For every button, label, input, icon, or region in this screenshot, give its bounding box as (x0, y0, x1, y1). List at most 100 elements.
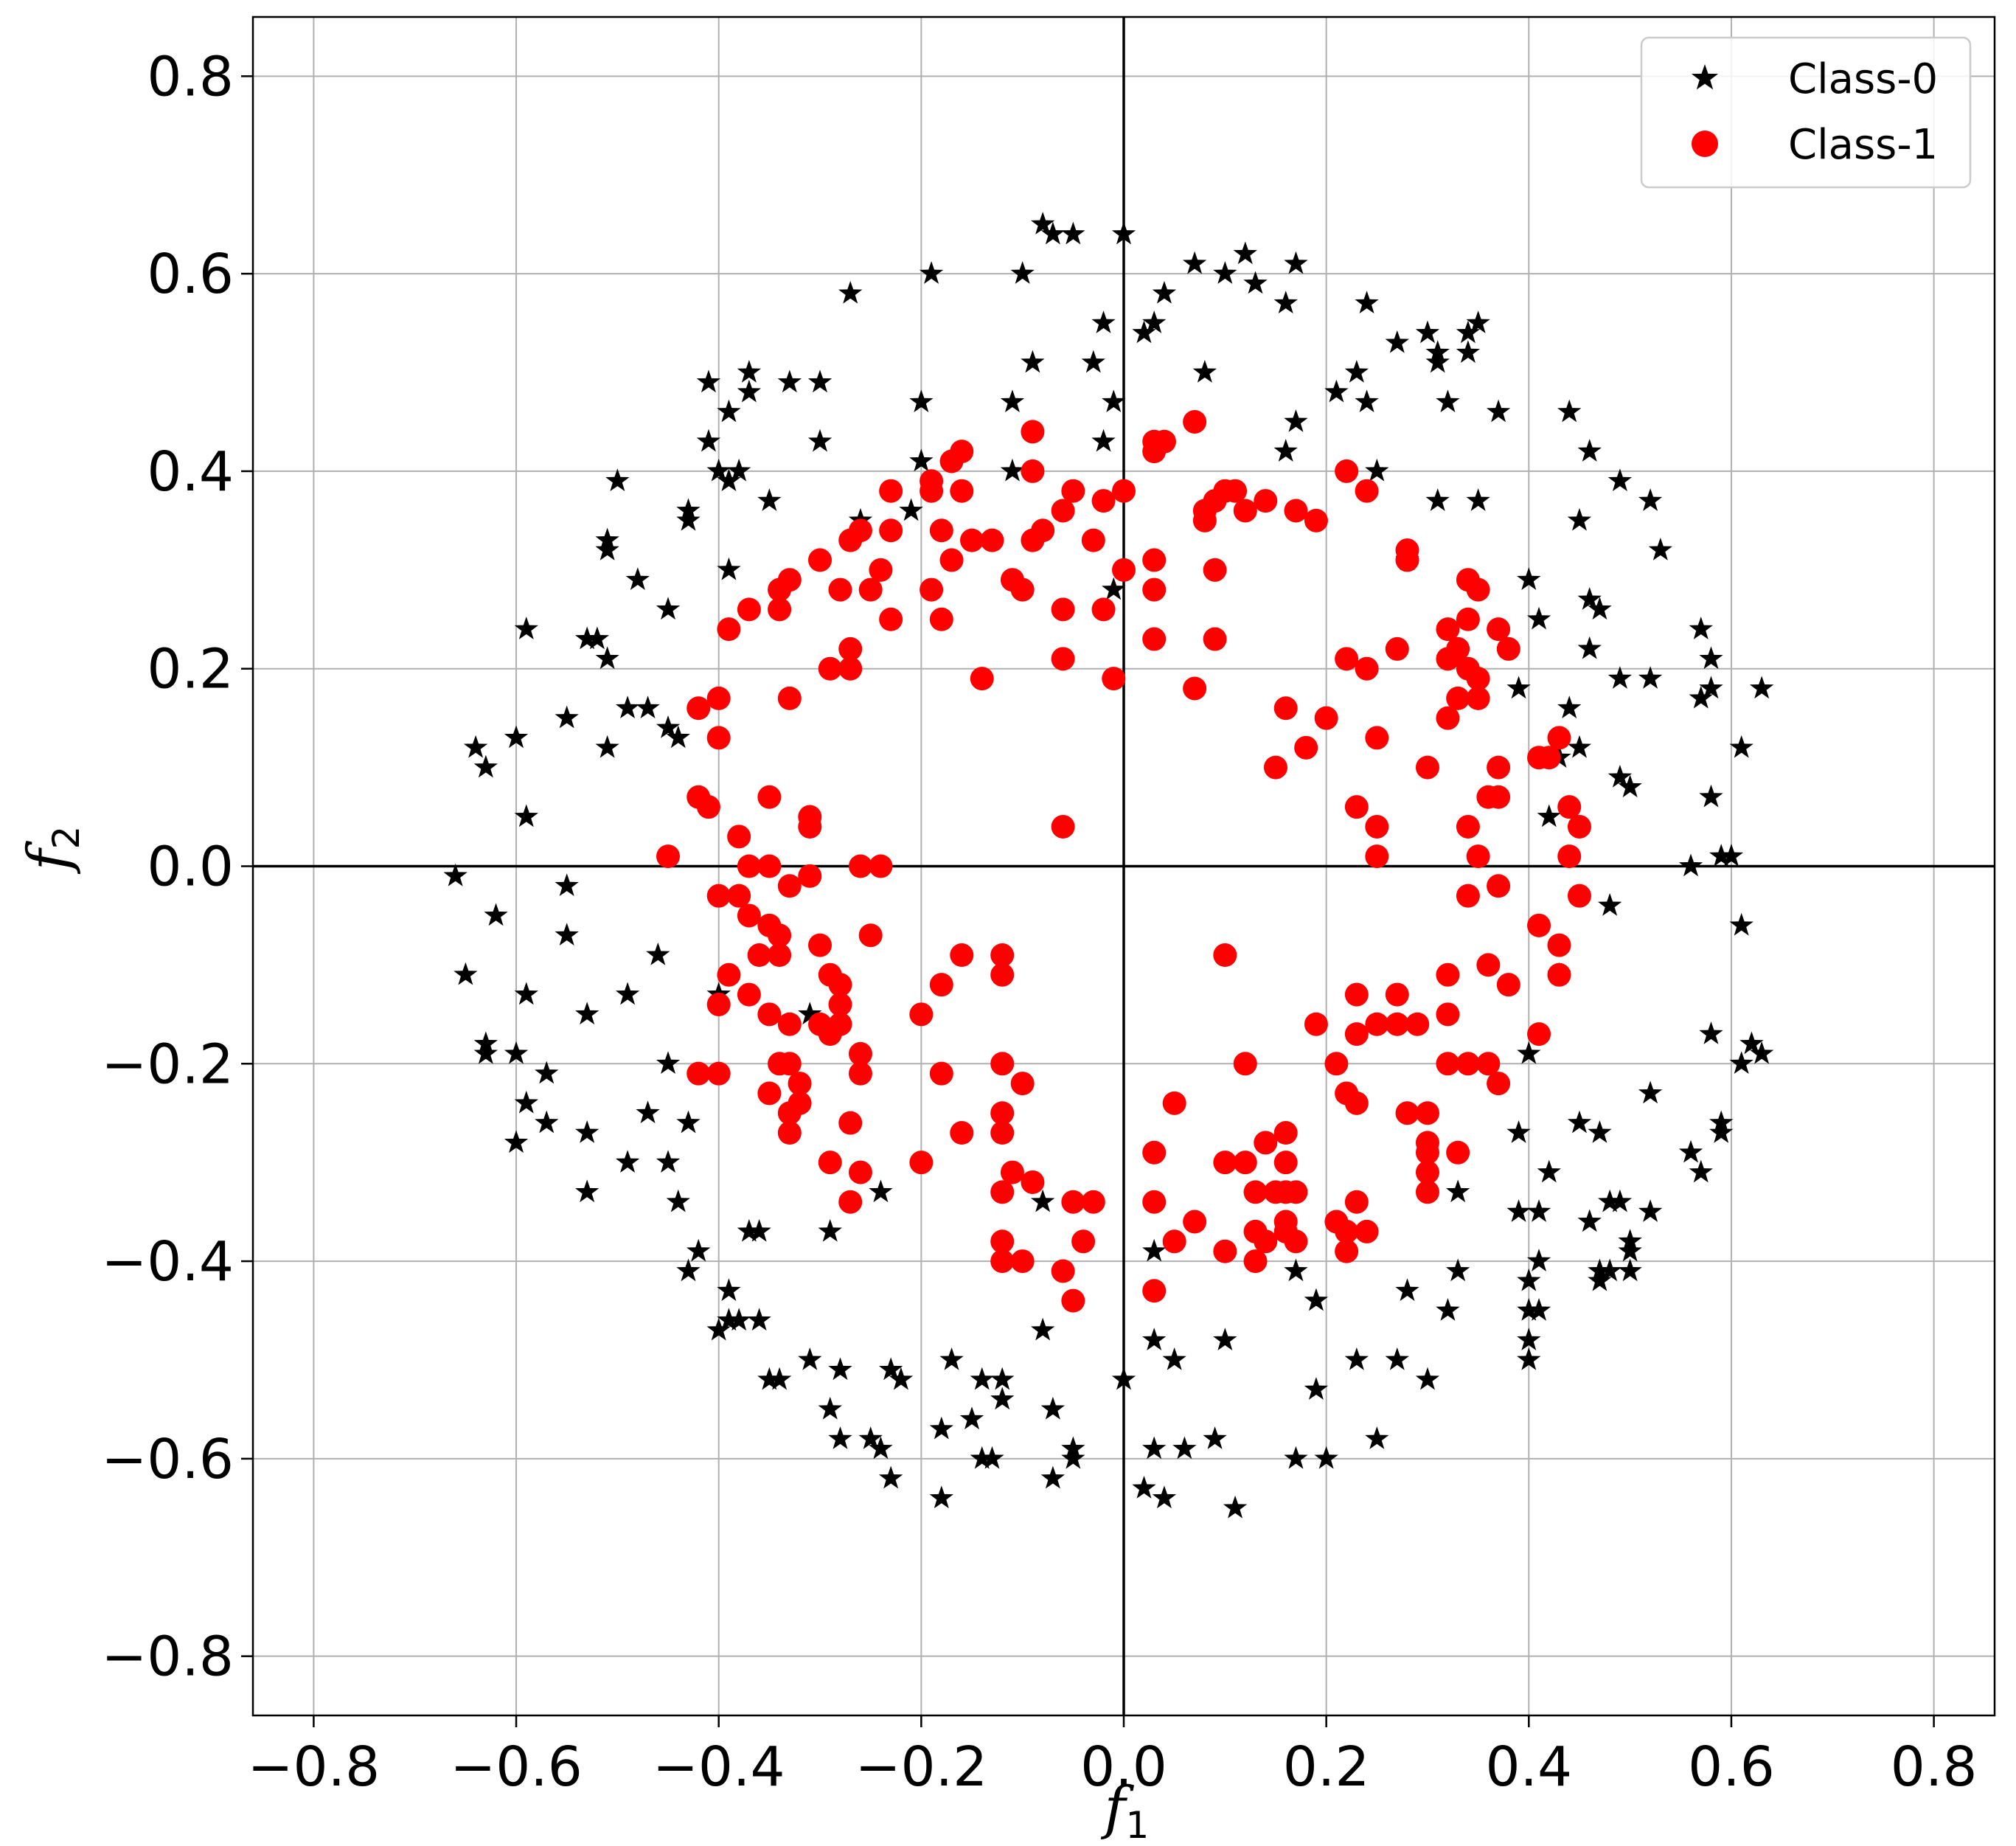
class-1-point (939, 449, 964, 473)
class-1-point (1344, 795, 1369, 819)
class-1-point (1344, 1022, 1369, 1047)
class-1-point (1142, 1140, 1167, 1165)
class-0-point (514, 804, 538, 827)
class-0-point (504, 1130, 529, 1153)
class-1-point (990, 943, 1015, 968)
class-0-point (990, 1387, 1015, 1410)
class-0-point (656, 1150, 681, 1173)
class-1-point (1446, 1140, 1470, 1165)
class-1-point (1071, 1229, 1096, 1254)
class-0-point (1597, 1189, 1622, 1212)
class-0-point (807, 369, 833, 393)
class-1-point (788, 1091, 812, 1115)
class-0-point (1142, 1238, 1167, 1262)
class-0-point (555, 873, 579, 897)
class-0-point (1648, 538, 1672, 561)
class-1-point (706, 992, 731, 1016)
class-0-point (717, 1278, 741, 1301)
class-0-point (1365, 458, 1389, 482)
class-1-point (727, 884, 751, 908)
class-1-point (879, 518, 903, 543)
class-1-point (838, 1111, 863, 1135)
class-0-point (1233, 241, 1257, 265)
class-0-point (1567, 507, 1592, 531)
class-1-point (1183, 1210, 1207, 1234)
class-1-point (879, 479, 903, 503)
class-0-point (1000, 458, 1025, 482)
class-1-point (990, 1121, 1015, 1145)
class-0-point (1446, 1258, 1470, 1282)
class-0-point (443, 863, 467, 886)
class-1-point (747, 943, 771, 968)
class-1-point (1415, 755, 1439, 780)
x-tick-label: 0.6 (1688, 1735, 1775, 1799)
class-1-point (1496, 973, 1520, 997)
class-0-point (818, 1218, 842, 1242)
class-0-point (990, 1367, 1015, 1390)
axis-ticks: −0.8 −0.6 −0.4 −0.2 0.0 0.2 0.4 0.6 0.8 −0.8 −0.6 −… (101, 45, 1977, 1799)
class-1-point (1284, 1180, 1308, 1204)
x-tick-label: −0.8 (248, 1735, 380, 1799)
class-1-point (1021, 528, 1045, 552)
class-1-point (777, 1012, 802, 1036)
class-1-point (808, 548, 833, 572)
class-1-point (808, 933, 833, 957)
class-0-point (878, 1465, 903, 1489)
class-0-point (1597, 1258, 1622, 1282)
class-1-point (939, 548, 964, 572)
class-1-point (838, 1190, 863, 1214)
class-0-point (1111, 1367, 1136, 1390)
class-0-point (1517, 1347, 1541, 1370)
class-1-point (1395, 548, 1419, 572)
class-0-point (1699, 646, 1723, 670)
class-0-point (1526, 1199, 1551, 1222)
class-0-point (514, 982, 538, 1005)
class-1-point (1547, 726, 1571, 750)
class-1-point (929, 607, 953, 631)
class-0-point (1517, 1298, 1541, 1321)
y-axis-label: f2 (16, 826, 88, 875)
class-1-point (828, 973, 852, 997)
class-1-point (990, 1101, 1015, 1125)
class-0-point (869, 1436, 893, 1460)
class-0-point (1040, 1465, 1066, 1489)
class-1-point (1213, 943, 1237, 968)
class-0-point (1517, 1328, 1541, 1350)
class-0-point (1577, 636, 1602, 659)
class-0-point (555, 705, 579, 729)
class-1-point (706, 884, 731, 908)
class-0-point (1678, 1139, 1703, 1163)
class-0-point (1689, 1159, 1713, 1183)
class-0-point (1689, 617, 1713, 639)
class-0-point (1142, 1328, 1167, 1350)
class-1-point (929, 973, 953, 997)
class-0-point (1557, 399, 1582, 423)
class-1-point (1436, 1052, 1460, 1076)
class-1-point (768, 923, 792, 948)
class-0-point (1597, 893, 1622, 916)
class-0-point (1436, 389, 1460, 412)
class-1-point (1223, 479, 1248, 503)
class-0-point (1739, 1031, 1764, 1055)
class-0-point (1091, 310, 1116, 333)
x-axis-label: f1 (1101, 1775, 1150, 1846)
class-0-point (1425, 350, 1450, 373)
class-0-point (1061, 1436, 1085, 1460)
class-0-point (1526, 1249, 1551, 1271)
class-0-point (980, 1446, 1004, 1469)
class-0-point (646, 943, 670, 965)
class-0-point (687, 1238, 711, 1262)
class-1-point (1284, 1229, 1308, 1254)
class-0-point (828, 1426, 852, 1449)
class-1-point (1254, 1131, 1278, 1155)
class-1-point (1324, 1052, 1349, 1076)
class-1-point (970, 667, 994, 691)
class-0-point (1526, 1298, 1551, 1321)
class-1-point (1051, 1259, 1075, 1283)
class-0-point (1223, 1495, 1248, 1519)
class-1-point (737, 597, 761, 622)
class-1-point (696, 795, 720, 819)
class-0-point (1344, 360, 1369, 383)
class-0-point (899, 498, 923, 521)
